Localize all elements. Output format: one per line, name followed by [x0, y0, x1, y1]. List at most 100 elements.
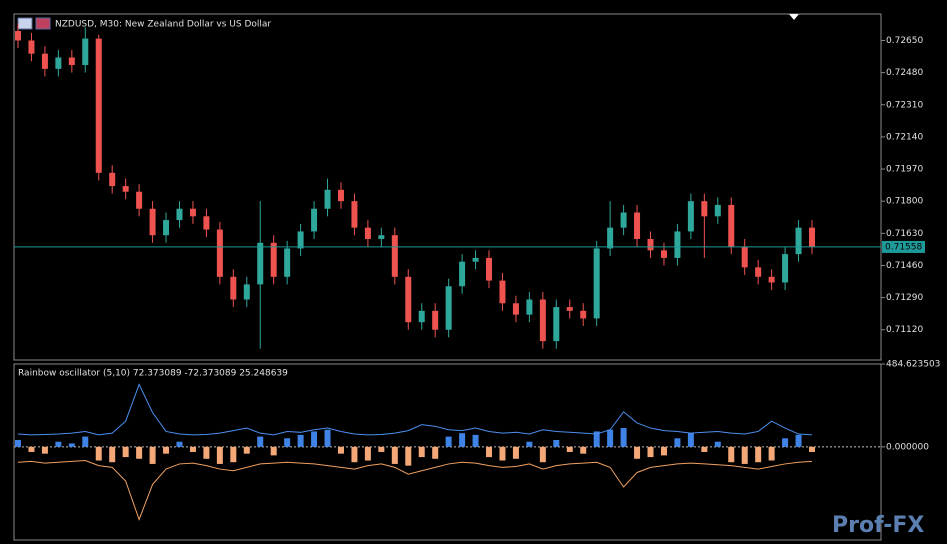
candle-body [755, 267, 762, 277]
candle-body [297, 231, 304, 249]
candle-body [526, 299, 533, 315]
candle-body [364, 227, 371, 239]
histogram-bar [660, 446, 667, 456]
histogram-bar [163, 446, 170, 454]
candle-body [257, 242, 264, 285]
y-tick-label: 0.71970 [886, 165, 923, 175]
histogram-bar [782, 438, 789, 447]
candle-body [337, 189, 344, 202]
candle-body [486, 257, 493, 281]
candle-body [82, 38, 89, 66]
candle-body [512, 303, 519, 315]
histogram-bar [701, 446, 708, 452]
candle-body [122, 186, 129, 192]
candle-body [499, 280, 506, 304]
candle-body [809, 227, 815, 247]
histogram-bar [189, 446, 196, 452]
candle-body [701, 201, 708, 217]
histogram-bar [324, 429, 331, 447]
histogram-bar [620, 428, 627, 447]
candle-body [351, 201, 358, 228]
candle-body [687, 201, 694, 232]
candle-body [768, 276, 775, 283]
y-tick-label: 0.72310 [886, 100, 923, 110]
histogram-bar [95, 446, 102, 461]
candle-body [566, 307, 573, 311]
current-price-box [882, 240, 925, 253]
candle-body [459, 261, 466, 287]
main-panel [13, 13, 882, 361]
shift-marker [789, 14, 799, 20]
histogram-bar [432, 446, 439, 459]
histogram-bar [472, 434, 479, 447]
y-tick-label: 0.71800 [886, 197, 923, 207]
candle-body [445, 286, 452, 330]
candle-body [243, 284, 250, 300]
histogram-bar [553, 440, 560, 447]
candle-body [55, 57, 62, 69]
current-price-label: 0.71558 [885, 242, 922, 252]
histogram-bar [270, 446, 277, 456]
candle-body [136, 191, 143, 209]
y-tick-label: 0.000000 [886, 442, 929, 452]
histogram-bar [203, 446, 210, 459]
histogram-bar [499, 446, 506, 461]
histogram-bar [82, 436, 89, 447]
candle-body [660, 250, 667, 258]
histogram-bar [607, 429, 614, 447]
candle-body [324, 189, 331, 209]
histogram-bar [768, 446, 775, 461]
histogram-bar [176, 441, 183, 447]
histogram-bar [634, 446, 641, 459]
lower-line [17, 460, 813, 521]
candle-body [432, 310, 439, 330]
y-tick-label: 0.71120 [886, 325, 923, 335]
candle-body [68, 57, 75, 66]
histogram-bar [418, 446, 425, 458]
candle-body [795, 227, 802, 255]
histogram-bar [351, 446, 358, 463]
histogram-bar [539, 446, 546, 463]
candle-body [284, 248, 291, 277]
symbol-icon [35, 17, 51, 30]
histogram-bar [216, 446, 223, 464]
histogram-bar [809, 446, 815, 452]
histogram-bar [391, 446, 398, 464]
histogram-bar [728, 446, 735, 463]
candle-body [728, 204, 735, 247]
oscillator-panel [13, 363, 882, 541]
histogram-bar [311, 431, 318, 447]
y-tick-label: 484.623503 [886, 360, 940, 370]
histogram-bar [566, 446, 573, 452]
y-tick-label: 0.71630 [886, 229, 923, 239]
candle-body [41, 53, 48, 69]
candle-body [378, 235, 385, 239]
candle-body [714, 204, 721, 217]
candle-body [203, 216, 210, 230]
histogram-bar [41, 446, 48, 454]
candle-body [149, 208, 156, 236]
candle-body [391, 235, 398, 277]
candle-body [95, 38, 102, 173]
histogram-bar [230, 446, 237, 463]
histogram-bar [405, 446, 412, 466]
candle-body [472, 257, 479, 262]
histogram-bar [149, 446, 156, 464]
candle-body [580, 310, 587, 319]
candle-body [216, 229, 223, 277]
histogram-bar [337, 446, 344, 454]
candle-body [782, 254, 789, 283]
histogram-bar [526, 441, 533, 447]
candle-body [741, 246, 748, 268]
y-tick-label: 0.71460 [886, 261, 923, 271]
histogram-bar [486, 446, 493, 458]
histogram-bar [755, 446, 762, 463]
histogram-bar [15, 440, 21, 447]
histogram-bar [55, 441, 62, 447]
candle-body [593, 248, 600, 319]
candle-body [163, 220, 170, 236]
histogram-bar [68, 443, 75, 447]
candle-body [405, 276, 412, 323]
